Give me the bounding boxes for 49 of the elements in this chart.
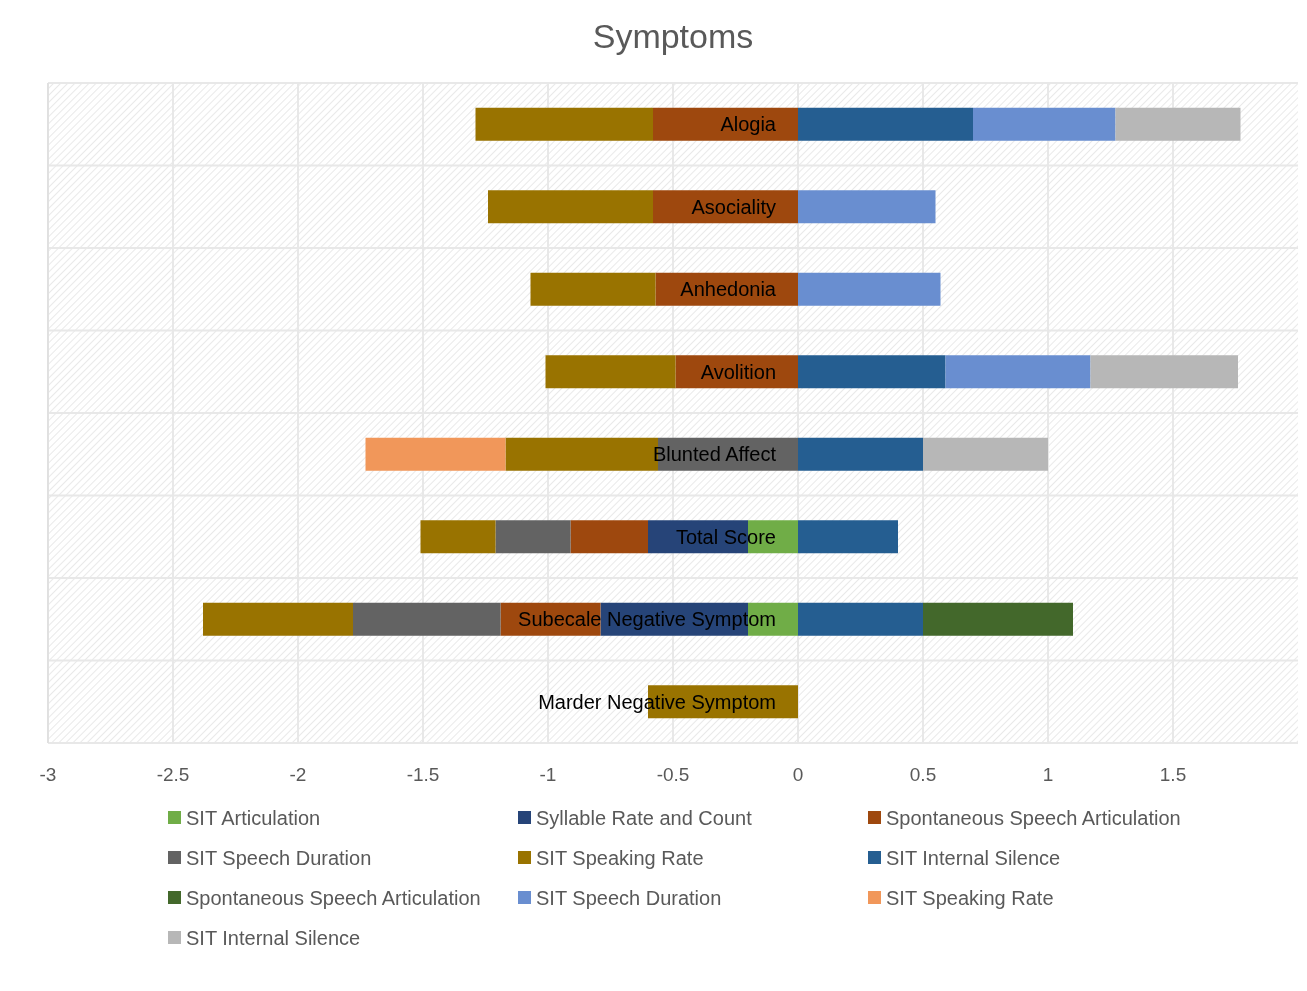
legend-label: SIT Speech Duration (186, 847, 372, 869)
y-tick-label: Alogia (720, 113, 777, 136)
bar (475, 107, 653, 141)
chart-title: Symptoms (592, 17, 754, 55)
bar (1115, 107, 1241, 141)
bar (923, 602, 1073, 636)
bar (973, 107, 1116, 141)
x-tick-label: 0.5 (909, 764, 937, 785)
bar (653, 107, 798, 141)
bar (365, 437, 506, 471)
legend-label: SIT Internal Silence (186, 927, 361, 949)
bar (798, 355, 946, 389)
bar (798, 602, 923, 636)
legend-label: Syllable Rate and Count (536, 807, 753, 829)
bar (923, 437, 1048, 471)
bar (945, 355, 1091, 389)
legend-label: SIT Internal Silence (886, 847, 1061, 869)
x-tick-label: -2.5 (156, 764, 190, 785)
legend-label: Spontaneous Speech Articulation (186, 887, 481, 909)
x-tick-label: -1.5 (406, 764, 440, 785)
bar (488, 190, 653, 224)
legend-label: SIT Articulation (186, 807, 321, 829)
legend-label: SIT Speaking Rate (536, 847, 704, 869)
bar (798, 520, 898, 554)
bar (798, 437, 923, 471)
x-tick-label: -0.5 (656, 764, 690, 785)
x-tick-label: -3 (39, 764, 57, 785)
x-tick-label: 0 (792, 764, 804, 785)
bar (1090, 355, 1238, 389)
bar (203, 602, 353, 636)
x-tick-label: 1.5 (1159, 764, 1187, 785)
bar (353, 602, 501, 636)
bar (545, 355, 676, 389)
legend-label: SIT Speech Duration (536, 887, 722, 909)
x-tick-label: 1 (1042, 764, 1054, 785)
bar (798, 190, 936, 224)
y-tick-label: Anhedonia (680, 278, 777, 301)
bar (798, 107, 973, 141)
bar (570, 520, 648, 554)
bar (495, 520, 571, 554)
bar (420, 520, 496, 554)
y-tick-label: Asociality (691, 195, 776, 218)
x-tick-label: -2 (289, 764, 307, 785)
bar (798, 272, 941, 306)
legend-label: SIT Speaking Rate (886, 887, 1054, 909)
bar (530, 272, 656, 306)
y-tick-label: Avolition (700, 360, 776, 383)
legend-label: Spontaneous Speech Articulation (886, 807, 1181, 829)
x-tick-label: -1 (539, 764, 557, 785)
